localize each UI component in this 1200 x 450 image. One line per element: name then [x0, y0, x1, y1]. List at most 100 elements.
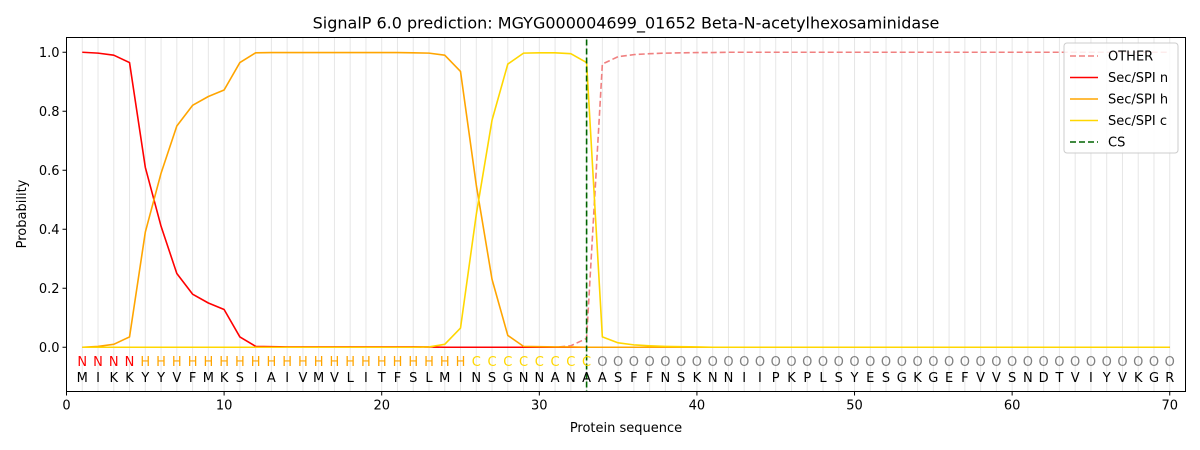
residue-label: G	[928, 371, 938, 386]
region-label: H	[188, 355, 198, 370]
residue-label: A	[551, 371, 560, 386]
residue-label: M	[203, 371, 214, 386]
region-label: H	[456, 355, 466, 370]
residue-label: K	[693, 371, 702, 386]
y-axis: 0.0 0.2 0.4 0.6 0.8 1.0	[39, 46, 67, 356]
y-axis-label: Probability	[15, 179, 30, 248]
residue-label: K	[1134, 371, 1143, 386]
residue-label: V	[992, 371, 1001, 386]
x-axis-label: Protein sequence	[570, 421, 682, 436]
region-label: H	[140, 355, 150, 370]
residue-label: S	[488, 371, 496, 386]
region-label: C	[472, 355, 481, 370]
x-tick-label: 0	[62, 399, 70, 414]
residue-label: V	[976, 371, 985, 386]
residue-label: N	[519, 371, 529, 386]
region-label: O	[818, 355, 828, 370]
region-label: O	[660, 355, 670, 370]
region-label: H	[440, 355, 450, 370]
region-label: C	[519, 355, 528, 370]
residue-label: N	[1023, 371, 1033, 386]
region-label: H	[282, 355, 292, 370]
region-label: C	[582, 355, 591, 370]
x-tick-label: 50	[846, 399, 863, 414]
region-label: C	[535, 355, 544, 370]
x-tick-label: 40	[689, 399, 706, 414]
residue-label: G	[503, 371, 513, 386]
region-label: H	[203, 355, 213, 370]
residue-label: K	[787, 371, 796, 386]
region-label: O	[739, 355, 749, 370]
x-tick-label: 10	[216, 399, 233, 414]
region-label: O	[692, 355, 702, 370]
region-label: O	[849, 355, 859, 370]
residue-label: Y	[140, 371, 149, 386]
region-label: O	[1023, 355, 1033, 370]
residue-label: S	[409, 371, 417, 386]
residue-label: N	[534, 371, 544, 386]
residue-label: I	[459, 371, 463, 386]
region-label: O	[897, 355, 907, 370]
plot-area	[82, 39, 1170, 392]
region-label: H	[408, 355, 418, 370]
residue-label: N	[708, 371, 718, 386]
residue-label: A	[267, 371, 276, 386]
residue-label: P	[803, 371, 811, 386]
residue-label: K	[110, 371, 119, 386]
residue-label: T	[1054, 371, 1063, 386]
region-label: H	[393, 355, 403, 370]
region-label: O	[771, 355, 781, 370]
residue-label: I	[758, 371, 762, 386]
region-label: O	[613, 355, 623, 370]
x-axis: 0 10 20 30 40 50 60 70	[62, 391, 1178, 414]
residue-label: I	[254, 371, 258, 386]
legend-label: Sec/SPI h	[1108, 93, 1168, 108]
legend-label: Sec/SPI c	[1108, 114, 1167, 129]
residue-label: F	[189, 371, 196, 386]
residue-label: S	[236, 371, 244, 386]
residue-label: V	[172, 371, 181, 386]
residue-label: N	[724, 371, 734, 386]
region-label: O	[912, 355, 922, 370]
residue-label: A	[598, 371, 607, 386]
region-label: H	[219, 355, 229, 370]
region-label: H	[298, 355, 308, 370]
grid-lines	[81, 37, 1171, 392]
residue-label: V	[1118, 371, 1127, 386]
region-label: O	[960, 355, 970, 370]
residue-label: N	[661, 371, 671, 386]
y-tick-label: 0.6	[39, 164, 60, 179]
residue-label: A	[582, 371, 591, 386]
region-label: O	[1133, 355, 1143, 370]
series-line-other	[82, 51, 1170, 349]
legend-label: OTHER	[1108, 50, 1153, 65]
region-label: O	[802, 355, 812, 370]
residue-label: I	[96, 371, 100, 386]
residue-label: Y	[1102, 371, 1111, 386]
residue-label: F	[630, 371, 637, 386]
residue-label: P	[772, 371, 780, 386]
residue-label: D	[1039, 371, 1049, 386]
legend-frame	[1063, 42, 1179, 154]
region-label: H	[156, 355, 166, 370]
residue-label: S	[835, 371, 843, 386]
residue-label: S	[882, 371, 890, 386]
residue-label: M	[439, 371, 450, 386]
residue-label: L	[819, 371, 827, 386]
residue-label: K	[220, 371, 229, 386]
residue-label: F	[961, 371, 968, 386]
residue-label: Y	[850, 371, 859, 386]
region-label: H	[345, 355, 355, 370]
residue-label: K	[913, 371, 922, 386]
residue-label: L	[347, 371, 355, 386]
residue-label: I	[364, 371, 368, 386]
residue-label: N	[471, 371, 481, 386]
region-label: O	[597, 355, 607, 370]
region-label: O	[865, 355, 875, 370]
residue-label: I	[1089, 371, 1093, 386]
region-label: O	[975, 355, 985, 370]
region-label: H	[314, 355, 324, 370]
region-label: O	[708, 355, 718, 370]
region-label: O	[928, 355, 938, 370]
